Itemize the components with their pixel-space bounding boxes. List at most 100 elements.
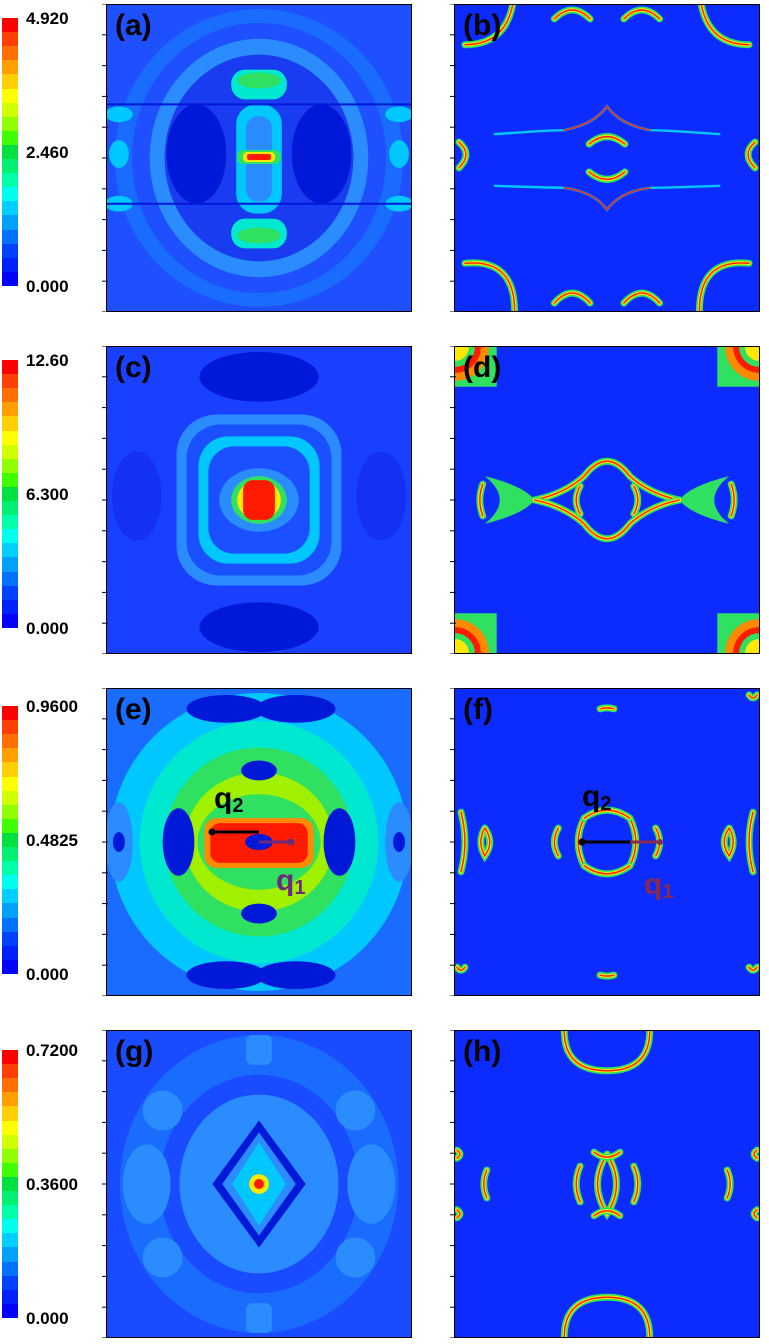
colorbar-segment (2, 613, 18, 629)
center-arc (588, 135, 626, 145)
colorbar-segment (2, 60, 18, 75)
colorbar-tick-label: 4.920 (26, 9, 69, 28)
heatmap-plot (455, 1031, 759, 1337)
colorbar-segment (2, 416, 18, 431)
spot (335, 1090, 376, 1131)
outer-arc (723, 827, 734, 858)
colorbar-segment (2, 201, 18, 216)
dark-lobe (199, 351, 319, 402)
axis-ticks (102, 687, 108, 997)
colorbar-segment (2, 776, 18, 792)
side-spot (385, 106, 411, 123)
contour (254, 1179, 264, 1189)
axis-ticks (102, 345, 108, 655)
side-arc (479, 483, 484, 517)
top-arc (563, 1031, 651, 1072)
heatmap-panel: (b) (454, 4, 760, 312)
colorbar-segment (2, 515, 18, 530)
center-x (593, 1151, 621, 1158)
colorbar-tick-label: 2.460 (26, 143, 69, 162)
panel-label: (g) (115, 1035, 154, 1068)
colorbar-segment (2, 818, 18, 834)
panel-label: (c) (115, 351, 152, 384)
dark-lobe (256, 694, 336, 723)
corner-arc (464, 5, 514, 46)
colorbar-tick-label: 0.000 (26, 965, 69, 984)
side-lobe (122, 1144, 171, 1224)
plot-background (455, 1031, 759, 1337)
bottom-arc (563, 1296, 651, 1337)
dark-lobe (356, 451, 407, 541)
colorbar (2, 360, 18, 629)
colorbar-segment (2, 903, 18, 919)
annotation-symbol: q (582, 780, 601, 813)
panel-label: (d) (463, 351, 502, 384)
colorbar-segment (2, 74, 18, 89)
annotation-subscript: 1 (294, 877, 306, 900)
q2-arrowhead (578, 838, 586, 846)
axis-ticks (448, 1029, 456, 1343)
upper-spot (237, 72, 281, 89)
heatmap-panel: (f) (454, 688, 760, 996)
center-arc (588, 171, 626, 181)
colorbar-segment (2, 130, 18, 146)
colorbar-segment (2, 804, 18, 820)
bottom-arc (599, 974, 615, 977)
colorbar-segment (2, 1247, 18, 1263)
colorbar-segment (2, 1064, 18, 1079)
contour (393, 832, 406, 852)
colorbar-segment (2, 388, 18, 403)
hot-core (243, 480, 275, 520)
contour (563, 187, 651, 211)
bottom-spot (246, 1303, 272, 1334)
center-contour (583, 865, 631, 875)
colorbar-segment (2, 790, 18, 806)
colorbar-tick-label: 0.000 (26, 619, 69, 638)
edge-arc (460, 811, 466, 873)
colorbar-segment (2, 458, 18, 474)
colorbar-segment (2, 861, 18, 876)
side-spot (108, 140, 129, 168)
dark-lobe (291, 104, 352, 204)
panel-label: (b) (463, 9, 502, 42)
side-arc (747, 141, 756, 169)
colorbar-segment (2, 557, 18, 573)
top-spot (246, 1034, 272, 1065)
side-lobe (347, 1144, 396, 1224)
q2-arrowhead (208, 828, 216, 836)
dark-lobe (323, 808, 356, 876)
heatmap-plot (455, 347, 759, 653)
bottom-arc (623, 292, 661, 304)
colorbar-segment (2, 945, 18, 961)
axis-ticks (448, 345, 456, 659)
colorbar-segment (2, 1261, 18, 1277)
axis-ticks (448, 687, 456, 1001)
colorbar-segment (2, 762, 18, 777)
contour (745, 639, 759, 653)
colorbar-segment (2, 257, 18, 273)
dark-lobe (111, 451, 162, 541)
colorbar-tick-label: 0.9600 (26, 697, 78, 716)
dark-lobe (199, 602, 319, 653)
center-x (593, 1210, 621, 1217)
colorbar-segment (2, 1120, 18, 1136)
colorbar-segment (2, 917, 18, 933)
axis-ticks (100, 687, 108, 1001)
colorbar-segment (2, 585, 18, 601)
colorbar-segment (2, 1176, 18, 1192)
corner-arc (464, 262, 516, 311)
heatmap-panel: (h) (454, 1030, 760, 1338)
colorbar-segment (2, 271, 18, 287)
contour (563, 105, 651, 131)
colorbar-segment (2, 1148, 18, 1164)
colorbar-segment (2, 1134, 18, 1150)
spot (142, 1237, 183, 1278)
spot (142, 1090, 183, 1131)
edge-mark (753, 1149, 758, 1159)
region (247, 154, 271, 160)
colorbar-segment (2, 1050, 18, 1065)
colorbar-segment (2, 1092, 18, 1107)
side-spot (107, 106, 133, 123)
heatmap-panel: (g) (106, 1030, 412, 1338)
colorbar-segment (2, 144, 18, 160)
